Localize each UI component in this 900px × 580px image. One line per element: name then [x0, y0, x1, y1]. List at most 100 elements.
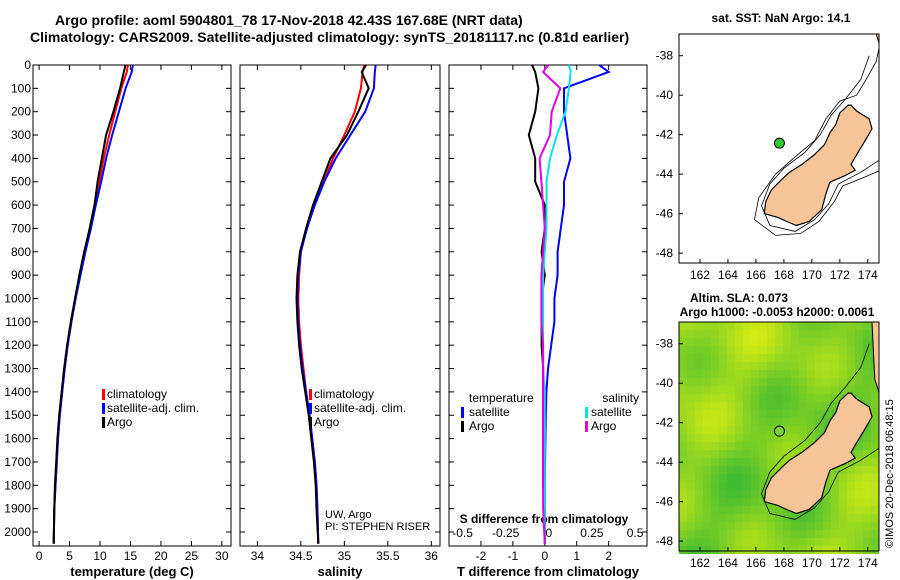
sla-cell	[719, 410, 727, 418]
sla-cell	[719, 394, 727, 402]
sla-cell	[823, 506, 831, 514]
xtick-label: 36	[425, 549, 439, 563]
sla-cell	[743, 346, 751, 354]
sla-cell	[847, 498, 855, 506]
isobath-outer	[754, 45, 879, 236]
sla-cell	[703, 378, 711, 386]
panel-temperature: 0100200300400500600700800900100011001200…	[4, 58, 232, 579]
sla-cell	[799, 362, 807, 370]
sla-cell	[735, 426, 743, 434]
sla-cell	[759, 330, 767, 338]
sla-cell	[679, 330, 687, 338]
sla-cell	[855, 450, 863, 458]
sla-cell	[703, 482, 711, 490]
panel-difference: -2 -1 0 1 2T difference from climatology -0.5…	[448, 64, 648, 579]
sla-cell	[751, 418, 759, 426]
sla-cell	[775, 402, 783, 410]
sla-cell	[719, 426, 727, 434]
sla-cell	[679, 442, 687, 450]
sla-cell	[783, 330, 791, 338]
sla-cell	[831, 482, 839, 490]
legend-label: climatology	[107, 387, 167, 401]
sla-cell	[719, 338, 727, 346]
sla-cell	[711, 394, 719, 402]
map-ytick-label: -38	[656, 337, 674, 351]
sla-cell	[679, 402, 687, 410]
xtick-label: 5	[66, 549, 73, 563]
sla-cell	[751, 378, 759, 386]
sla-cell	[711, 402, 719, 410]
sla-cell	[847, 506, 855, 514]
ytick-label: 1000	[4, 291, 31, 305]
sla-cell	[679, 378, 687, 386]
sla-cell	[815, 506, 823, 514]
sla-cell	[855, 514, 863, 522]
sla-cell	[807, 546, 815, 554]
sla-cell	[799, 530, 807, 538]
panel-frame-difference	[448, 64, 648, 547]
sla-cell	[711, 490, 719, 498]
sla-cell	[831, 402, 839, 410]
sla-cell	[687, 346, 695, 354]
sla-cell	[695, 466, 703, 474]
sla-cell	[863, 546, 871, 554]
sla-cell	[783, 434, 791, 442]
sla-cell	[871, 538, 879, 546]
sla-cell	[871, 450, 879, 458]
sla-cell	[679, 474, 687, 482]
sla-cell	[871, 386, 879, 394]
sla-cell	[759, 442, 767, 450]
sla-cell	[767, 458, 775, 466]
sla-cell	[687, 338, 695, 346]
credit-uw-argo: UW, Argo	[325, 509, 371, 521]
sla-cell	[711, 346, 719, 354]
argo-float-marker	[773, 425, 785, 437]
sla-cell	[775, 522, 783, 530]
ytick-label: 1800	[4, 478, 31, 492]
sla-cell	[711, 378, 719, 386]
sla-cell	[799, 378, 807, 386]
sla-cell	[775, 370, 783, 378]
sla-cell	[751, 522, 759, 530]
sla-cell	[695, 530, 703, 538]
sla-cell	[767, 330, 775, 338]
map-content	[754, 34, 879, 236]
sla-cell	[823, 418, 831, 426]
xtick-label: 10	[93, 549, 107, 563]
sla-cell	[711, 450, 719, 458]
sla-cell	[791, 378, 799, 386]
sla-cell	[735, 530, 743, 538]
map-xtick-label: 166	[746, 268, 766, 282]
sla-cell	[871, 474, 879, 482]
sla-cell	[823, 482, 831, 490]
sla-cell	[719, 370, 727, 378]
sla-cell	[727, 346, 735, 354]
sla-cell	[695, 450, 703, 458]
sla-cell	[847, 386, 855, 394]
sla-cell	[703, 538, 711, 546]
sla-cell	[751, 538, 759, 546]
ytick-label: 1300	[4, 362, 31, 376]
sla-cell	[711, 434, 719, 442]
sla-cell	[687, 370, 695, 378]
sla-cell	[839, 354, 847, 362]
sla-cell	[783, 522, 791, 530]
sla-cell	[831, 394, 839, 402]
series-argo	[52, 64, 127, 544]
sla-cell	[695, 394, 703, 402]
sla-cell	[751, 546, 759, 554]
sla-cell	[823, 522, 831, 530]
sla-cell	[759, 546, 767, 554]
sla-cell	[751, 514, 759, 522]
sla-cell	[767, 378, 775, 386]
sla-cell	[759, 362, 767, 370]
sla-cell	[791, 386, 799, 394]
sla-cell	[759, 410, 767, 418]
sla-cell	[759, 418, 767, 426]
sla-cell	[743, 354, 751, 362]
sla-cell	[719, 330, 727, 338]
sla-cell	[863, 378, 871, 386]
sla-cell	[871, 522, 879, 530]
sla-cell	[687, 506, 695, 514]
sla-cell	[695, 498, 703, 506]
